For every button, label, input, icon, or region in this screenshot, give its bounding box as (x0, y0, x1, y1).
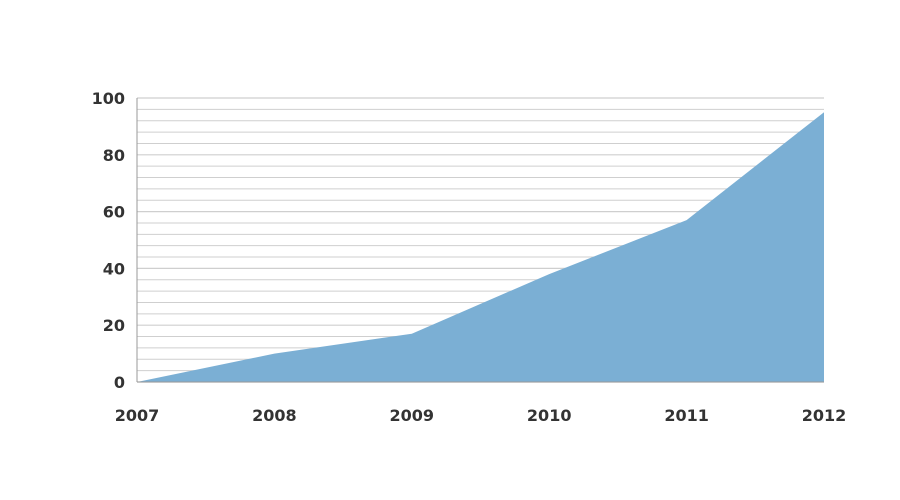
x-tick-label: 2011 (664, 406, 709, 425)
area-series (137, 112, 824, 382)
y-tick-label: 60 (103, 203, 125, 222)
y-tick-label: 40 (103, 259, 125, 278)
x-tick-label: 2012 (802, 406, 847, 425)
y-axis-tick-labels: 0 20 40 60 80 100 (92, 89, 125, 392)
axes (136, 98, 824, 383)
x-axis-tick-labels: 2007 2008 2009 2010 2011 2012 (115, 406, 847, 425)
x-tick-label: 2007 (115, 406, 160, 425)
x-tick-label: 2009 (390, 406, 435, 425)
x-tick-label: 2008 (252, 406, 297, 425)
y-tick-label: 100 (92, 89, 125, 108)
y-tick-label: 80 (103, 146, 125, 165)
y-tick-label: 0 (114, 373, 125, 392)
y-tick-label: 20 (103, 316, 125, 335)
x-tick-label: 2010 (527, 406, 572, 425)
plot-area (136, 112, 825, 383)
